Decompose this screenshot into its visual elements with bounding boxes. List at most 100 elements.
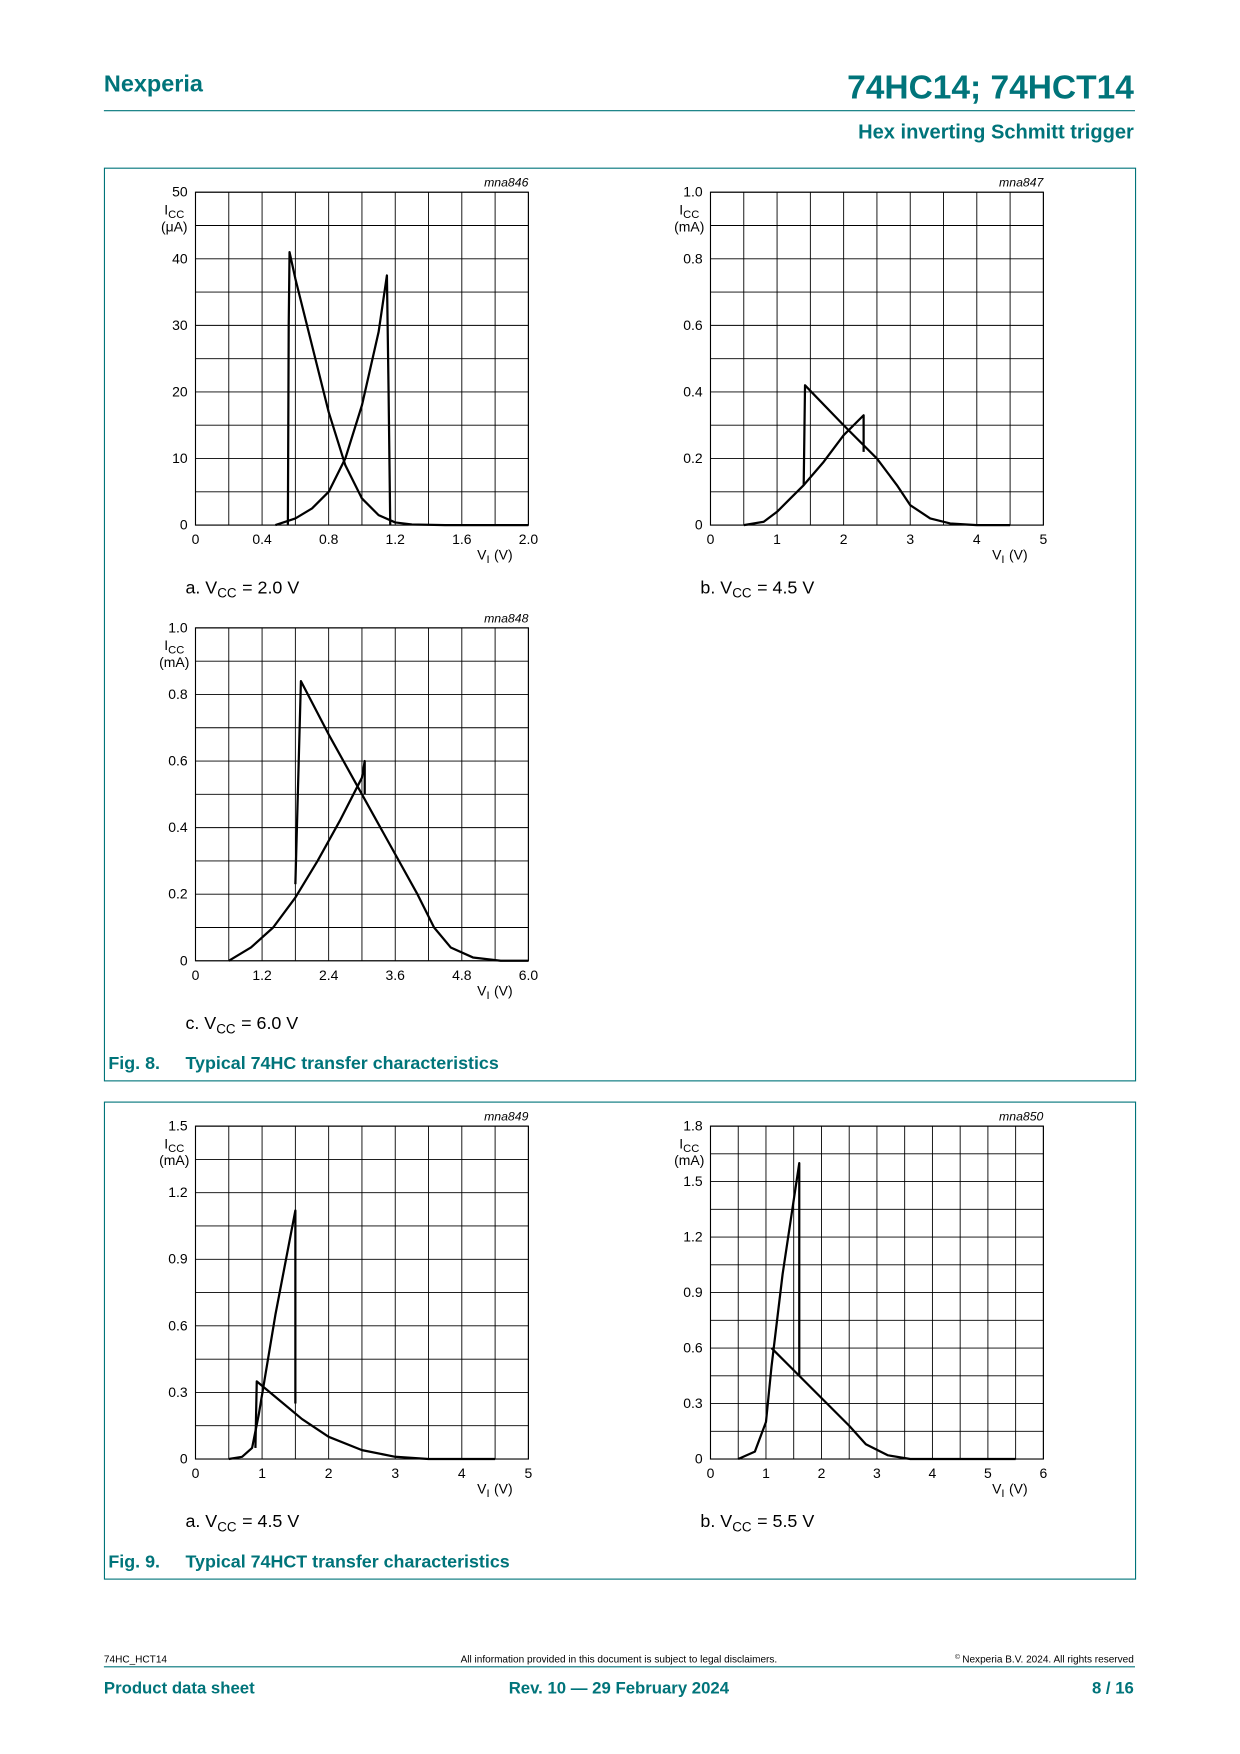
data-line xyxy=(294,680,529,962)
y-tick-label: 0.3 xyxy=(683,1395,703,1411)
figure-code: mna849 xyxy=(484,1110,529,1124)
x-label-symbol: V xyxy=(992,547,1002,563)
x-label-unit: (V) xyxy=(494,1481,513,1497)
x-tick-label: 2 xyxy=(818,1465,826,1481)
y-tick-label: 0.4 xyxy=(683,383,703,399)
y-tick-label: 0.8 xyxy=(168,686,188,702)
figure-caption: Typical 74HCT transfer characteristics xyxy=(185,1551,509,1571)
doc-id: 74HC_HCT14 xyxy=(104,1654,168,1665)
x-label-symbol: V xyxy=(477,1481,487,1497)
y-tick-label: 0.8 xyxy=(683,250,703,266)
caption-subscript: CC xyxy=(732,1520,752,1535)
y-tick-label: 1.0 xyxy=(683,184,703,200)
y-tick-label: 10 xyxy=(172,450,188,466)
y-tick-label: 0.2 xyxy=(168,886,188,902)
y-label-symbol: I xyxy=(164,637,168,653)
y-label-symbol: I xyxy=(164,1135,168,1151)
x-tick-label: 0.4 xyxy=(252,531,272,547)
x-tick-label: 3.6 xyxy=(386,967,406,983)
chart: 0 0.4 0.8 1.2 1.6 2.001020304050mna846ICC(μA)… xyxy=(161,176,538,601)
caption-suffix: = 6.0 V xyxy=(241,1013,298,1033)
data-line xyxy=(254,1380,496,1461)
y-label-symbol: I xyxy=(679,202,683,218)
x-tick-label: 3 xyxy=(873,1465,881,1481)
x-label-subscript: I xyxy=(1001,1488,1004,1500)
caption-prefix: a. V xyxy=(185,1511,217,1531)
y-tick-label: 20 xyxy=(172,383,188,399)
y-tick-label: 0.6 xyxy=(683,1340,703,1356)
x-tick-label: 1 xyxy=(773,531,781,547)
caption-subscript: CC xyxy=(216,1021,236,1036)
y-label-subscript: CC xyxy=(168,209,184,221)
plot-frame xyxy=(194,1125,529,1460)
x-label-subscript: I xyxy=(486,554,489,566)
x-label-unit: (V) xyxy=(494,547,513,563)
y-tick-label: 0 xyxy=(695,1450,703,1466)
y-axis-label: ICC xyxy=(679,1135,699,1154)
x-tick-label: 0 xyxy=(192,967,200,983)
x-label-subscript: I xyxy=(486,990,489,1002)
y-axis-label: ICC xyxy=(164,202,184,221)
copyright-text: Nexperia B.V. 2024. All rights reserved xyxy=(962,1654,1134,1665)
chart: 0 1 2 3 4 5 600.30.60.91.21.51.8mna850ICC(mA)V… xyxy=(674,1110,1047,1535)
plot-frame xyxy=(709,1125,1044,1460)
caption-suffix: = 4.5 V xyxy=(242,1511,299,1531)
copyright: © Nexperia B.V. 2024. All rights reserved xyxy=(955,1653,1134,1665)
y-tick-label: 0.4 xyxy=(168,819,188,835)
x-tick-label: 0 xyxy=(192,1465,200,1481)
x-axis-label: VI (V) xyxy=(992,547,1027,566)
x-tick-label: 1 xyxy=(258,1465,266,1481)
y-tick-label: 0.3 xyxy=(168,1384,188,1400)
x-axis-label: VI (V) xyxy=(477,982,512,1001)
x-tick-label: 3 xyxy=(906,531,914,547)
y-tick-label: 0.6 xyxy=(168,1317,188,1333)
x-tick-label: 1.6 xyxy=(452,531,472,547)
figure-frame xyxy=(103,167,1137,1082)
x-tick-label: 1 xyxy=(762,1465,770,1481)
x-tick-label: 0.8 xyxy=(319,531,339,547)
y-tick-label: 0.9 xyxy=(168,1251,188,1267)
x-tick-label: 3 xyxy=(391,1465,399,1481)
x-tick-label: 0 xyxy=(707,531,715,547)
y-axis-label: ICC xyxy=(164,1135,184,1154)
caption-prefix: c. V xyxy=(185,1013,216,1033)
data-line xyxy=(286,251,529,527)
y-tick-label: 0.9 xyxy=(683,1284,703,1300)
data-line xyxy=(228,759,366,962)
disclaimer: All information provided in this documen… xyxy=(461,1654,778,1665)
revision: Rev. 10 — 29 February 2024 xyxy=(509,1679,730,1698)
x-label-unit: (V) xyxy=(1009,547,1028,563)
figure-label: Fig. 8. xyxy=(108,1053,160,1073)
x-label-unit: (V) xyxy=(1009,1481,1028,1497)
doc-subtitle: Hex inverting Schmitt trigger xyxy=(858,122,1134,144)
copyright-symbol: © xyxy=(955,1653,960,1661)
y-tick-label: 0 xyxy=(180,952,188,968)
caption-suffix: = 5.5 V xyxy=(757,1511,814,1531)
y-tick-label: 0.6 xyxy=(683,317,703,333)
plot-frame xyxy=(709,191,1044,526)
x-tick-label: 6 xyxy=(1040,1465,1048,1481)
y-tick-label: 1.8 xyxy=(683,1118,703,1134)
x-axis-label: VI (V) xyxy=(477,547,512,566)
panel-caption: b. VCC = 5.5 V xyxy=(700,1511,814,1534)
y-label-symbol: I xyxy=(679,1135,683,1151)
y-tick-label: 0 xyxy=(180,517,188,533)
data-line xyxy=(737,1161,801,1461)
caption-suffix: = 2.0 V xyxy=(242,577,299,597)
x-tick-label: 1.2 xyxy=(386,531,406,547)
y-axis-label: ICC xyxy=(679,202,699,221)
y-axis-unit: (μA) xyxy=(161,218,188,234)
doc-type: Product data sheet xyxy=(104,1679,255,1698)
y-label-subscript: CC xyxy=(168,645,184,657)
data-line xyxy=(770,1347,1016,1461)
y-tick-label: 1.2 xyxy=(683,1229,703,1245)
x-tick-label: 0 xyxy=(707,1465,715,1481)
y-tick-label: 0.6 xyxy=(168,753,188,769)
y-tick-label: 1.2 xyxy=(168,1184,188,1200)
figure-code: mna846 xyxy=(484,176,529,190)
x-label-symbol: V xyxy=(992,1481,1002,1497)
data-line xyxy=(275,274,392,527)
